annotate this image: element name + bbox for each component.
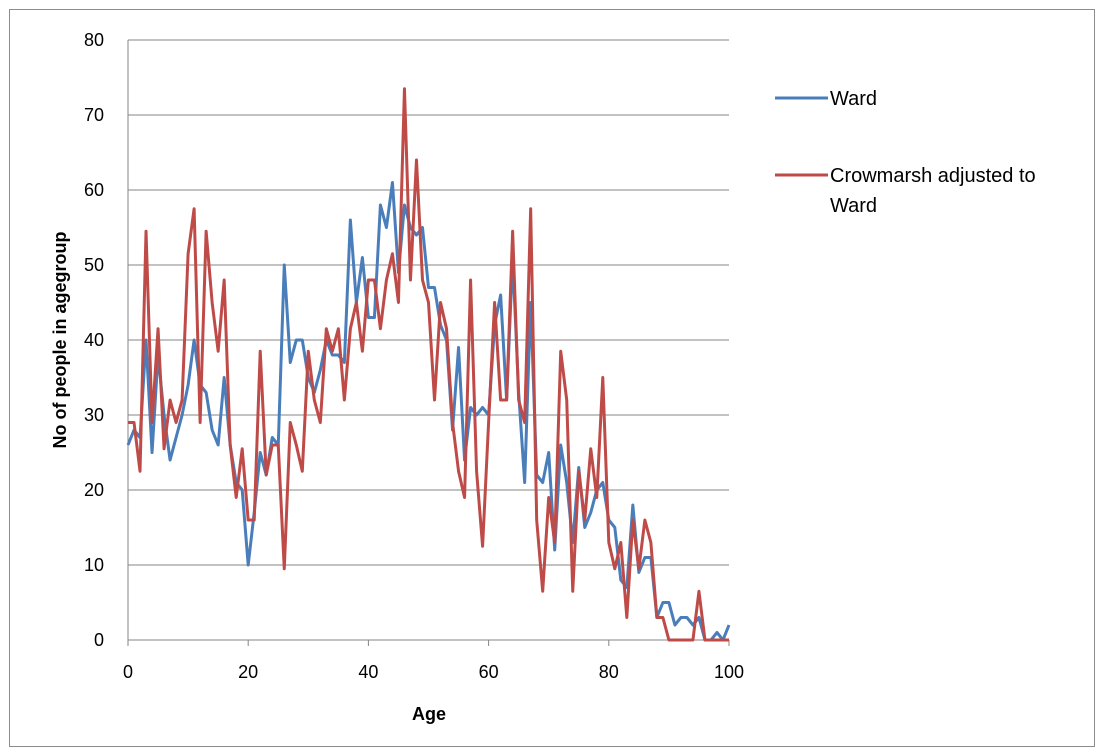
x-tick-label: 20	[238, 662, 258, 682]
y-tick-label: 0	[94, 630, 104, 650]
x-axis-ticks: 0 20 40 60 80 100	[123, 640, 744, 682]
y-tick-label: 50	[84, 255, 104, 275]
gridlines	[128, 39, 729, 641]
x-axis-title: Age	[412, 704, 446, 724]
series-lines	[126, 87, 731, 642]
y-tick-label: 60	[84, 180, 104, 200]
y-axis-ticks: 0 10 20 30 40 50 60 70 80	[84, 30, 104, 650]
x-tick-label: 100	[714, 662, 744, 682]
y-tick-label: 30	[84, 405, 104, 425]
y-tick-label: 80	[84, 30, 104, 50]
y-tick-label: 20	[84, 480, 104, 500]
legend-label: Crowmarsh adjusted to Ward	[830, 165, 1036, 217]
x-tick-label: 0	[123, 662, 133, 682]
series-line-crowmarsh	[128, 87, 729, 642]
x-tick-label: 60	[479, 662, 499, 682]
y-tick-label: 70	[84, 105, 104, 125]
y-axis-title: No of people in agegroup	[50, 232, 70, 449]
series-line-ward	[126, 181, 731, 642]
x-tick-label: 80	[599, 662, 619, 682]
y-tick-label: 10	[84, 555, 104, 575]
y-tick-label: 40	[84, 330, 104, 350]
legend: Ward Crowmarsh adjusted to Ward	[775, 88, 1036, 217]
x-tick-label: 40	[358, 662, 378, 682]
legend-label: Ward	[830, 88, 877, 110]
